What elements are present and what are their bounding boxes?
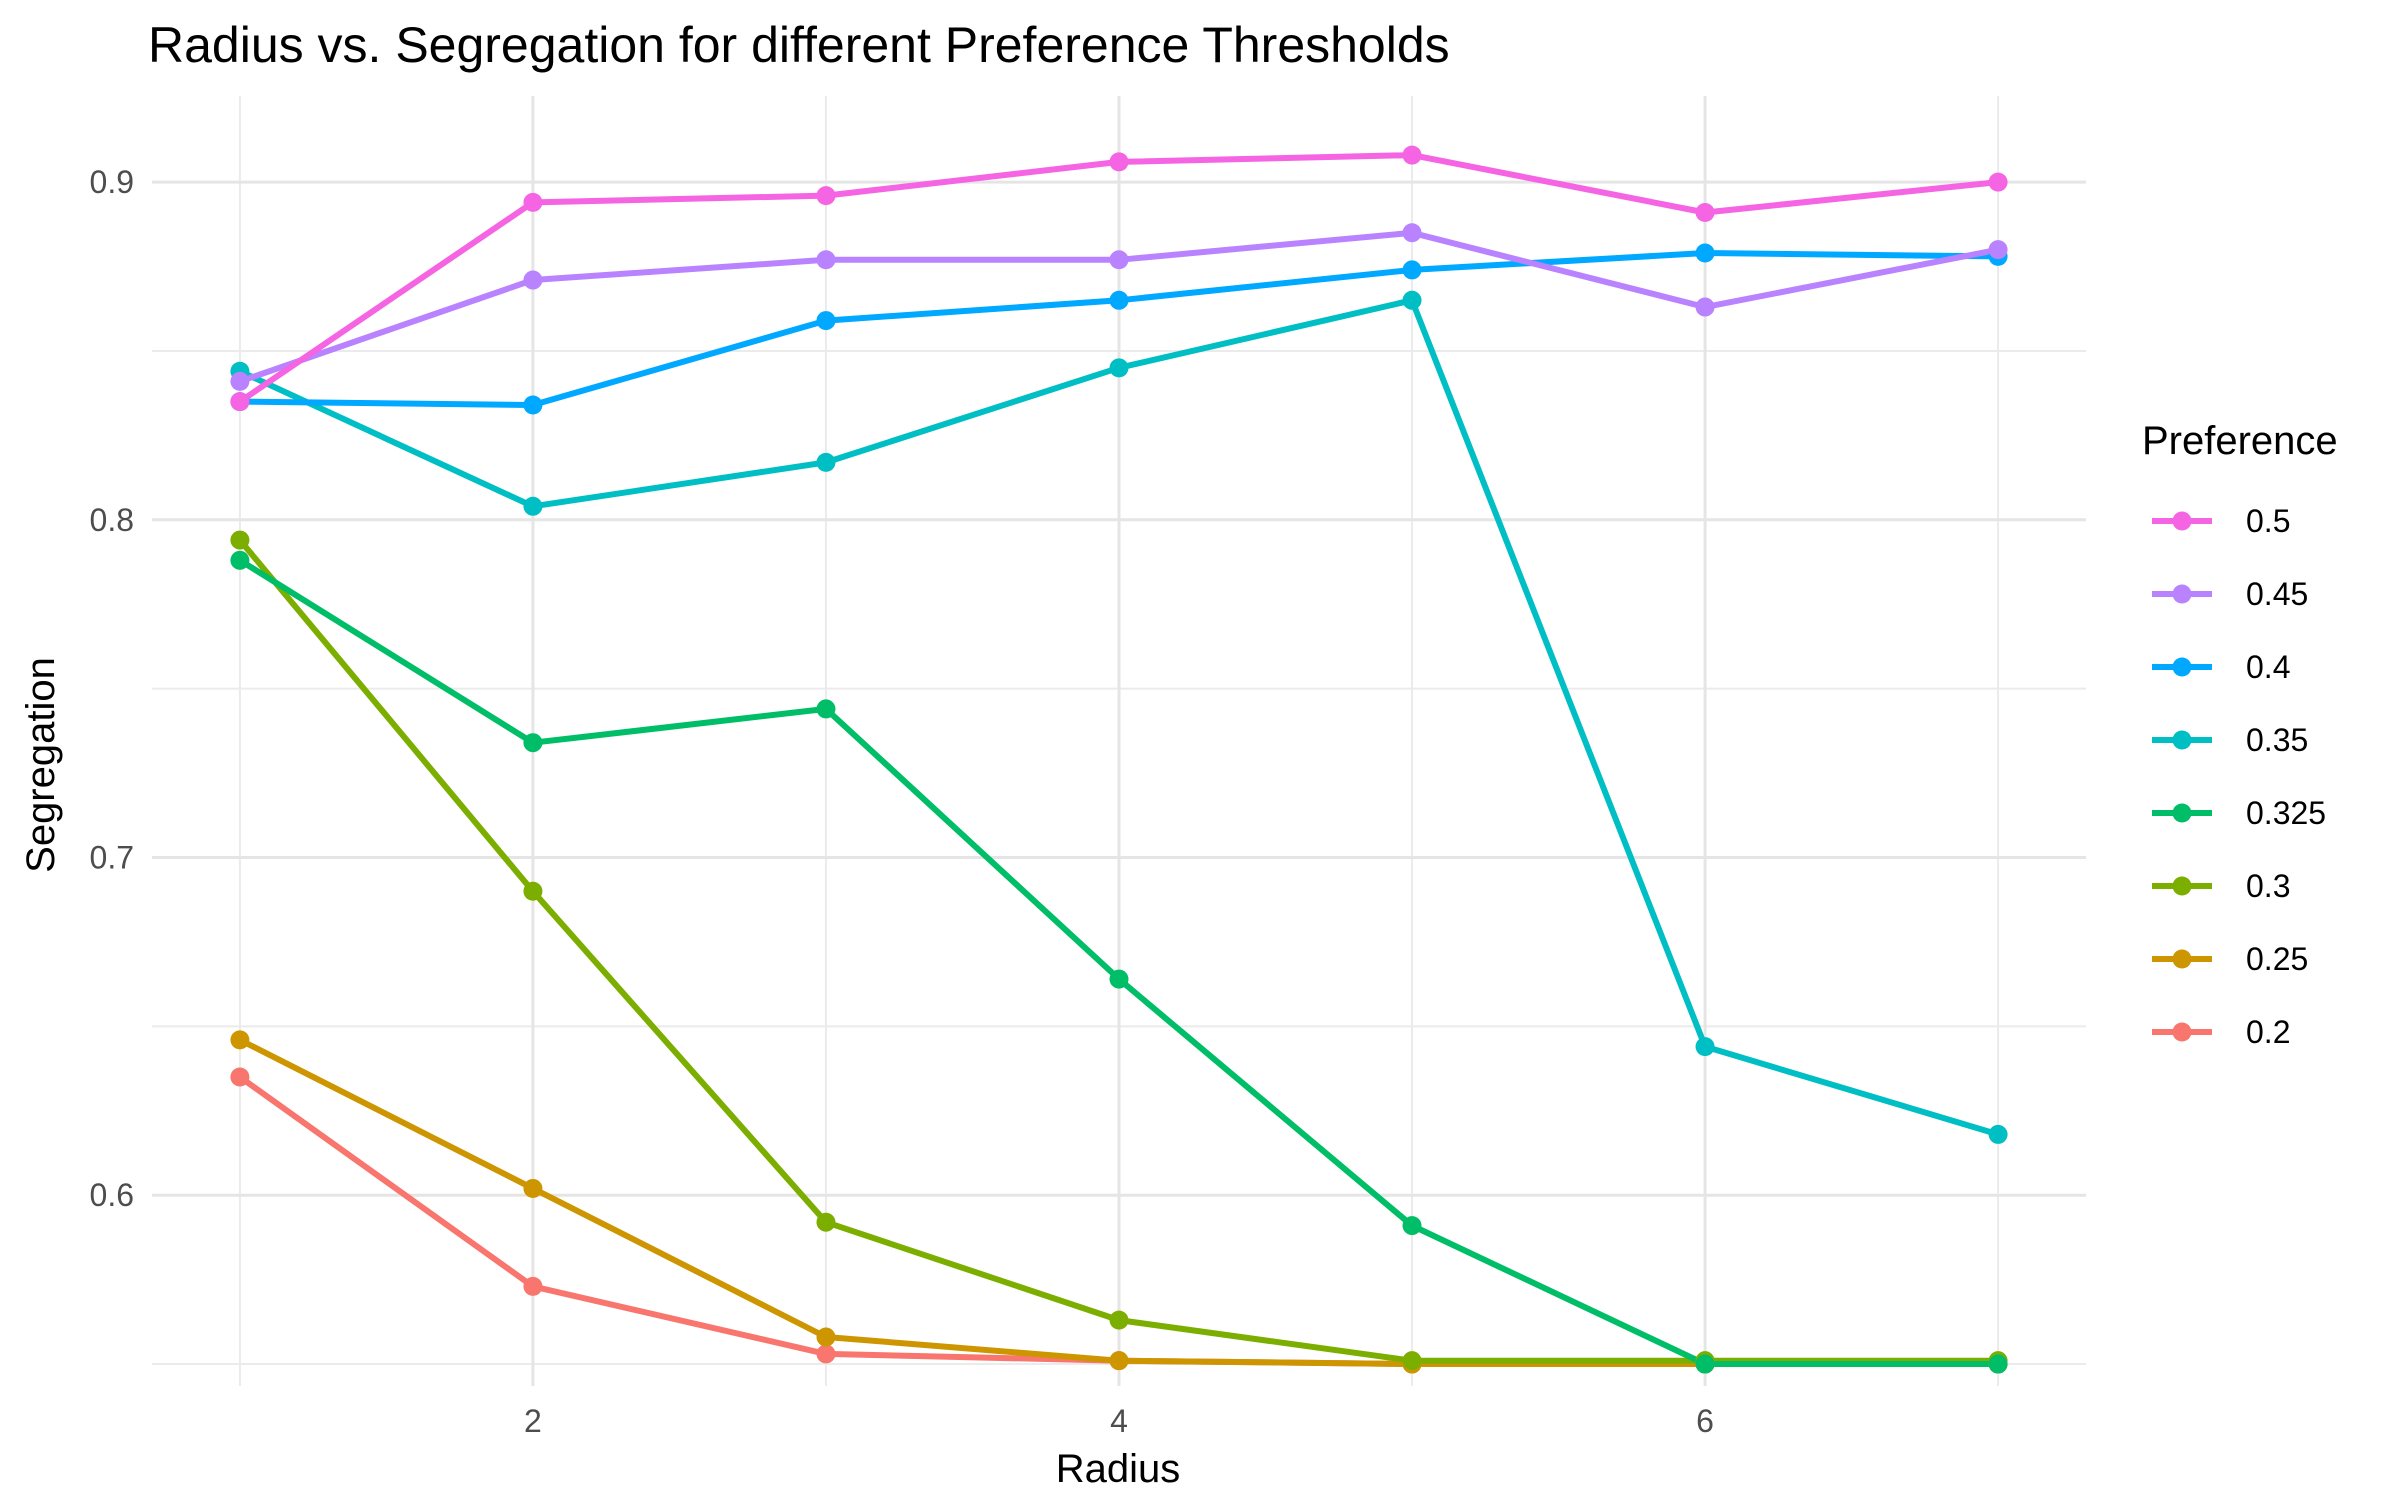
data-point — [1109, 1351, 1129, 1371]
legend-title: Preference — [2142, 419, 2338, 463]
data-point — [230, 392, 250, 412]
legend-key-point — [2172, 949, 2192, 969]
legend-label: 0.2 — [2246, 1014, 2290, 1050]
x-tick-label: 4 — [1110, 1403, 1128, 1439]
data-point — [816, 186, 836, 206]
data-point — [230, 1067, 250, 1087]
y-tick-label: 0.9 — [90, 164, 134, 200]
legend-label: 0.5 — [2246, 503, 2290, 539]
data-point — [816, 1327, 836, 1347]
legend-key-point — [2172, 876, 2192, 896]
legend-label: 0.4 — [2246, 649, 2290, 685]
legend-key-point — [2172, 584, 2192, 604]
data-point — [1402, 223, 1422, 243]
legend-key-point — [2172, 1022, 2192, 1042]
x-axis-tick-labels: 2 4 6 — [524, 1403, 1714, 1439]
y-tick-label: 0.6 — [90, 1177, 134, 1213]
data-point — [816, 1212, 836, 1232]
y-axis-title: Segregation — [19, 657, 63, 873]
data-point — [523, 733, 543, 753]
legend-key-point — [2172, 511, 2192, 531]
data-point — [1695, 1037, 1715, 1057]
data-point — [816, 250, 836, 270]
x-axis-title: Radius — [1056, 1447, 1181, 1491]
legend-label: 0.325 — [2246, 795, 2326, 831]
x-tick-label: 2 — [524, 1403, 542, 1439]
data-point — [1109, 358, 1129, 378]
y-axis-tick-labels: 0.6 0.7 0.8 0.9 — [90, 164, 134, 1213]
data-point — [816, 699, 836, 719]
legend-label: 0.25 — [2246, 941, 2308, 977]
data-point — [523, 395, 543, 415]
data-point — [1402, 1351, 1422, 1371]
data-point — [230, 371, 250, 391]
x-tick-label: 6 — [1696, 1403, 1714, 1439]
data-point — [1988, 172, 2008, 192]
data-point — [1695, 1354, 1715, 1374]
data-point — [1988, 240, 2008, 260]
legend-key-point — [2172, 657, 2192, 677]
data-point — [523, 270, 543, 290]
data-point — [523, 192, 543, 212]
data-point — [1988, 1124, 2008, 1144]
legend-key-point — [2172, 730, 2192, 750]
legend-label: 0.35 — [2246, 722, 2308, 758]
data-point — [230, 530, 250, 550]
data-point — [1695, 297, 1715, 317]
y-tick-label: 0.8 — [90, 502, 134, 538]
data-point — [1402, 1216, 1422, 1236]
data-point — [523, 1276, 543, 1296]
data-point — [523, 881, 543, 901]
data-point — [1695, 243, 1715, 263]
data-point — [1402, 260, 1422, 280]
data-point — [1109, 250, 1129, 270]
legend-items: 0.5 0.45 0.4 0.35 0.325 0.3 0.25 0.2 — [2152, 503, 2326, 1050]
data-point — [230, 1030, 250, 1050]
data-point — [816, 1344, 836, 1364]
data-point — [816, 452, 836, 472]
data-point — [1695, 203, 1715, 223]
series-points — [230, 145, 2008, 1374]
data-point — [230, 550, 250, 570]
data-point — [1109, 290, 1129, 310]
data-point — [523, 1178, 543, 1198]
data-point — [1109, 969, 1129, 989]
data-point — [1109, 152, 1129, 172]
legend: Preference 0.5 0.45 0.4 0.35 0.325 0.3 0.25 0.2 — [2142, 419, 2338, 1050]
data-point — [816, 311, 836, 331]
y-tick-label: 0.7 — [90, 840, 134, 876]
legend-key-point — [2172, 803, 2192, 823]
data-point — [523, 496, 543, 516]
legend-label: 0.45 — [2246, 576, 2308, 612]
data-point — [1402, 290, 1422, 310]
legend-label: 0.3 — [2246, 868, 2290, 904]
data-point — [1402, 145, 1422, 165]
chart-title: Radius vs. Segregation for different Pre… — [148, 17, 1450, 73]
data-point — [1109, 1310, 1129, 1330]
data-point — [1988, 1354, 2008, 1374]
